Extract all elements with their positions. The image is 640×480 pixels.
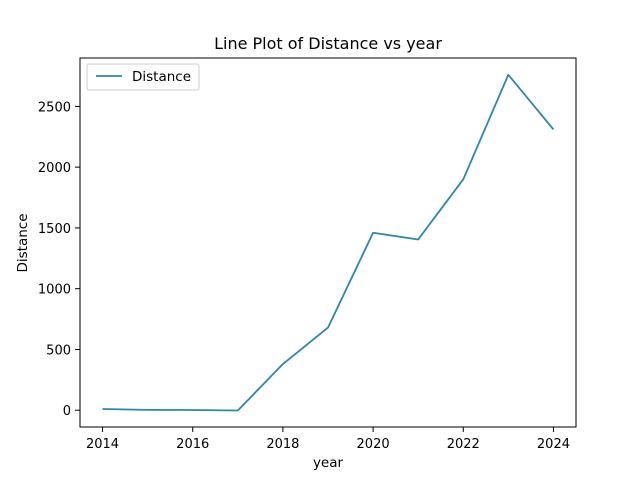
x-axis: 2014 2016 2018 2020 2022 2024 [86,427,570,452]
y-tick-label: 0 [63,404,71,419]
x-tick-label: 2018 [266,437,299,452]
x-tick-label: 2020 [357,437,390,452]
y-tick-label: 2500 [38,100,71,115]
legend-label: Distance [132,69,191,85]
x-tick-label: 2024 [537,437,570,452]
y-tick-label: 2000 [38,161,71,176]
series-line-0 [102,73,555,412]
x-tick-label: 2022 [447,437,480,452]
x-axis-label: year [313,455,344,471]
plot-area [79,57,577,428]
y-axis-label: Distance [15,213,31,272]
x-tick-label: 2014 [86,437,119,452]
y-tick-label: 500 [46,343,71,358]
legend: Distance [86,63,200,91]
y-axis: 0 500 1000 1500 2000 2500 [38,100,80,419]
legend-box [86,63,200,91]
y-tick-label: 1500 [38,222,71,237]
chart-title: Line Plot of Distance vs year [214,34,442,53]
series-layer [102,73,555,412]
x-tick-label: 2016 [176,437,209,452]
y-tick-label: 1000 [38,283,71,298]
